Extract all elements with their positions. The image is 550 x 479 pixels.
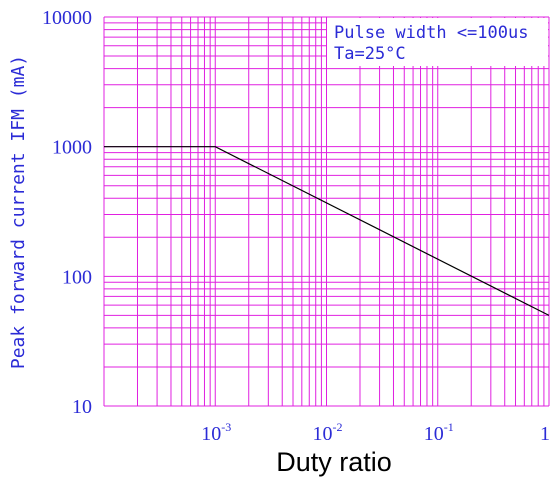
series-line	[104, 146, 550, 316]
x-axis-label: Duty ratio	[276, 447, 392, 477]
x-tick-label: 10-1	[424, 420, 454, 445]
y-tick-label: 100	[62, 266, 92, 288]
annotation-pulse-width: Pulse width <=100us	[334, 23, 528, 43]
x-tick-label: 10-2	[313, 420, 343, 445]
y-tick-label: 10000	[42, 7, 92, 29]
annotation-box	[327, 18, 548, 66]
y-tick-label: 10	[72, 396, 92, 418]
x-tick-label: 1	[540, 423, 550, 445]
grid	[103, 16, 550, 407]
x-tick-labels: 10-3 10-2 10-1 1	[201, 420, 550, 445]
y-tick-labels: 10000 1000 100 10	[42, 7, 92, 418]
x-tick-label: 10-3	[201, 420, 231, 445]
y-tick-label: 1000	[52, 137, 92, 159]
annotation-temperature: Ta=25°C	[334, 44, 406, 64]
y-axis-label: Peak forward current IFM (mA)	[8, 55, 29, 369]
